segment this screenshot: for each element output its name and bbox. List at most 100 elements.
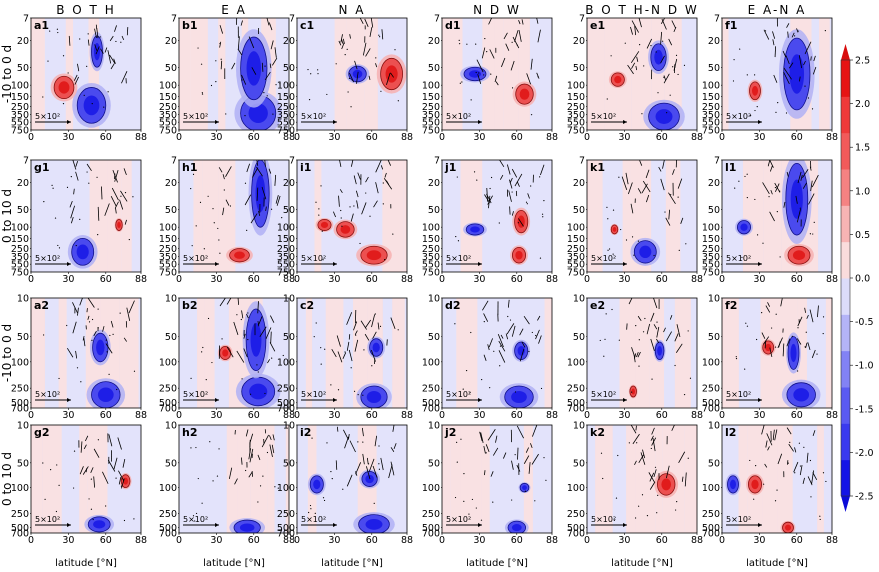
wind-dot — [52, 187, 54, 189]
wind-dot — [470, 99, 472, 101]
wind-dot — [822, 316, 825, 318]
wind-dot — [509, 319, 512, 321]
y-tick-label: 100 — [567, 357, 585, 368]
wind-arrow — [338, 195, 340, 207]
wind-dot — [804, 346, 806, 348]
wind-dot — [211, 361, 213, 364]
wind-arrow — [503, 452, 507, 459]
wind-dot — [378, 468, 381, 470]
wind-dot — [263, 92, 265, 94]
wind-dot — [511, 191, 513, 193]
wind-arrow — [671, 20, 676, 29]
wind-arrow — [769, 160, 774, 168]
x-tick-label: 0 — [584, 132, 590, 143]
wind-arrow — [796, 338, 802, 345]
wind-dot — [624, 42, 626, 44]
y-tick-label: 550 — [702, 118, 720, 129]
wind-dot — [201, 351, 203, 353]
wind-arrow — [489, 49, 495, 59]
y-tick-label: 10 — [573, 421, 585, 432]
wind-dot — [528, 350, 530, 353]
wind-arrow — [487, 344, 490, 351]
colorbar: 2.5 2.0 1.5 1.0 0.5 0.0 -0.5 -1.0 -1.5 -2.0 -2.5 — [840, 44, 874, 512]
wind-arrow — [366, 457, 369, 465]
wind-arrow — [479, 431, 483, 441]
x-tick-label: 60 — [791, 274, 803, 285]
wind-dot — [675, 509, 677, 511]
wind-dot — [463, 500, 465, 502]
wind-dot — [62, 103, 65, 105]
wind-arrow — [121, 35, 125, 41]
wind-dot — [475, 71, 477, 74]
wind-dot — [456, 461, 458, 463]
wind-arrow — [241, 310, 244, 319]
wind-arrow — [123, 168, 127, 176]
wind-arrow — [782, 50, 787, 58]
anomaly-core — [793, 388, 810, 402]
anomaly-core — [83, 95, 100, 116]
wind-dot — [43, 201, 45, 203]
wind-arrow — [488, 18, 493, 25]
x-tick-label: 88 — [826, 132, 838, 143]
x-tick-label: 30 — [473, 535, 485, 546]
wind-dot — [819, 515, 821, 517]
wind-arrow — [500, 334, 504, 339]
wind-dot — [362, 441, 364, 443]
wind-dot — [241, 378, 243, 380]
wind-dot — [337, 389, 340, 391]
wind-arrow — [102, 326, 105, 332]
wind-arrow — [767, 302, 770, 307]
field-stripe — [544, 298, 552, 408]
panel-field — [297, 160, 407, 272]
wind-dot — [320, 185, 322, 187]
wind-dot — [493, 350, 495, 352]
wind-dot — [791, 335, 793, 337]
y-tick-label: 350 — [277, 252, 295, 263]
wind-dot — [785, 112, 788, 114]
wind-dot — [353, 205, 355, 207]
y-tick-label: 700 — [159, 404, 177, 415]
x-tick-label: 88 — [691, 274, 703, 285]
wind-dot — [109, 334, 111, 337]
wind-dot — [357, 441, 359, 443]
wind-arrow — [226, 346, 234, 358]
y-tick-label: 700 — [567, 404, 585, 415]
wind-arrow — [336, 335, 341, 347]
wind-arrow — [355, 190, 359, 198]
y-tick-label: 700 — [11, 529, 29, 540]
y-tick-label: 700 — [11, 404, 29, 415]
wind-dot — [524, 490, 526, 492]
wind-dot — [672, 66, 674, 68]
wind-dot — [798, 442, 800, 444]
y-tick-label: 500 — [277, 523, 295, 534]
wind-dot — [307, 68, 309, 71]
field-stripe — [450, 425, 461, 533]
wind-arrow — [531, 453, 539, 465]
x-tick-label: 30 — [210, 410, 222, 421]
wind-arrow — [505, 43, 510, 51]
wind-arrow — [495, 435, 498, 443]
wind-arrow — [338, 40, 342, 46]
wind-arrow — [508, 190, 512, 202]
wind-arrow — [660, 55, 665, 64]
wind-dot — [811, 108, 814, 110]
wind-dot — [194, 520, 196, 522]
wind-arrow — [773, 74, 778, 83]
wind-dot — [392, 233, 394, 235]
anomaly-core — [468, 70, 482, 78]
y-tick-label: 250 — [702, 102, 720, 113]
wind-arrow — [343, 429, 349, 439]
x-tick-label: 0 — [28, 132, 34, 143]
wind-dot — [638, 505, 640, 507]
wind-dot — [335, 63, 337, 65]
wind-dot — [209, 441, 211, 443]
wind-arrow — [798, 55, 803, 69]
colorbar-segment — [841, 205, 850, 243]
wind-arrow — [769, 165, 773, 172]
y-tick-label: 250 — [11, 384, 29, 395]
wind-dot — [97, 308, 99, 310]
panel-field — [179, 160, 289, 272]
field-stripe — [742, 160, 764, 272]
colorbar-top-extension — [841, 44, 850, 60]
